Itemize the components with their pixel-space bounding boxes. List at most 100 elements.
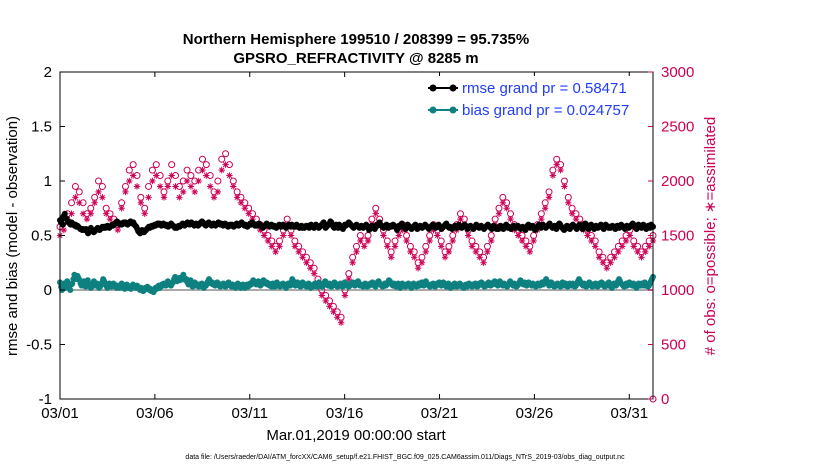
obs-assimilated-marker: [222, 161, 229, 168]
obs-assimilated-marker: [203, 172, 210, 179]
obs-assimilated-marker: [592, 243, 599, 250]
obs-assimilated-marker: [122, 188, 129, 196]
obs-assimilated-marker: [318, 292, 326, 299]
y-left-tick-label: 2: [44, 64, 52, 81]
bias-point: [67, 287, 74, 293]
y-axis-left-label: rmse and bias (model - observation): [4, 116, 21, 356]
x-tick-label: 03/16: [326, 405, 364, 422]
obs-assimilated-marker: [403, 237, 410, 245]
legend-rmse-marker: [429, 84, 437, 92]
obs-assimilated-marker: [99, 194, 106, 201]
obs-assimilated-marker: [206, 183, 214, 190]
obs-possible-marker: [218, 155, 226, 163]
obs-assimilated-marker: [191, 188, 198, 196]
obs-possible-marker: [98, 182, 106, 190]
rmse-point: [59, 221, 66, 228]
chart-title-line2: GPSRO_REFRACTIVITY @ 8285 m: [233, 50, 478, 67]
obs-assimilated-marker: [272, 248, 279, 256]
obs-assimilated-marker: [176, 194, 183, 201]
y-right-tick-label: 3000: [661, 64, 694, 81]
obs-assimilated-marker: [364, 237, 372, 245]
obs-assimilated-marker: [310, 270, 318, 277]
obs-assimilated-marker: [557, 166, 564, 174]
obs-assimilated-marker: [457, 215, 464, 223]
obs-assimilated-marker: [60, 226, 68, 234]
obs-assimilated-marker: [518, 237, 526, 245]
obs-assimilated-marker: [187, 183, 195, 190]
obs-assimilated-marker: [468, 243, 476, 250]
obs-assimilated-marker: [603, 265, 610, 272]
obs-assimilated-marker: [472, 248, 480, 256]
obs-assimilated-marker: [595, 254, 603, 261]
obs-assimilated-marker: [538, 215, 545, 223]
obs-assimilated-marker: [572, 215, 580, 223]
legend-rmse-label: rmse grand pr = 0.58471: [462, 80, 627, 97]
obs-assimilated-marker: [599, 259, 607, 266]
data-file-footnote: data file: /Users/raeder/DAI/ATM_forcXX/…: [185, 454, 625, 461]
obs-assimilated-marker: [226, 172, 233, 179]
legend-bias-marker: [449, 106, 457, 114]
obs-assimilated-marker: [545, 194, 553, 201]
y-right-tick-label: 0: [661, 391, 669, 408]
obs-assimilated-marker: [230, 183, 237, 190]
obs-assimilated-marker: [499, 199, 507, 206]
obs-assimilated-marker: [280, 232, 287, 239]
obs-assimilated-marker: [464, 232, 472, 239]
obs-assimilated-marker: [149, 177, 156, 185]
y-left-tick-label: 1: [44, 173, 52, 190]
legend-rmse-marker: [449, 84, 457, 92]
obs-assimilated-marker: [330, 308, 337, 315]
obs-assimilated-marker: [387, 254, 395, 261]
obs-assimilated-marker: [526, 248, 533, 256]
obs-assimilated-marker: [391, 243, 399, 250]
obs-assimilated-marker: [434, 232, 441, 239]
y-axis-right-label: # of obs: o=possible; ∗=assimilated: [702, 117, 719, 356]
obs-assimilated-marker: [183, 177, 191, 185]
obs-assimilated-marker: [114, 226, 121, 234]
obs-assimilated-marker: [141, 210, 148, 217]
obs-assimilated-marker: [291, 243, 299, 250]
obs-assimilated-marker: [438, 243, 445, 250]
y-right-tick-label: 2500: [661, 119, 694, 136]
obs-assimilated-marker: [172, 183, 179, 190]
obs-assimilated-marker: [615, 248, 622, 256]
y-right-tick-label: 1500: [661, 228, 694, 245]
y-left-tick-label: 0.5: [31, 228, 52, 245]
obs-assimilated-marker: [129, 172, 137, 179]
obs-assimilated-marker: [160, 194, 168, 201]
obs-assimilated-marker: [507, 215, 514, 223]
obs-possible-marker: [75, 188, 83, 196]
obs-assimilated-marker: [441, 254, 449, 261]
obs-assimilated-marker: [549, 172, 557, 179]
obs-possible-marker: [183, 166, 191, 174]
obs-assimilated-marker: [414, 265, 422, 272]
obs-assimilated-marker: [199, 166, 206, 174]
obs-assimilated-marker: [407, 248, 414, 256]
obs-assimilated-marker: [299, 254, 306, 261]
obs-assimilated-marker: [233, 194, 241, 201]
obs-assimilated-marker: [541, 205, 549, 212]
obs-assimilated-marker: [422, 248, 430, 256]
obs-possible-marker: [222, 150, 230, 158]
obs-assimilated-marker: [210, 194, 218, 201]
chart-title-line1: Northern Hemisphere 199510 / 208399 = 95…: [183, 31, 529, 48]
y-right-tick-label: 500: [661, 337, 686, 354]
obs-possible-marker: [71, 182, 79, 190]
obs-assimilated-marker: [260, 232, 268, 239]
obs-assimilated-marker: [395, 232, 403, 239]
obs-assimilated-marker: [553, 161, 560, 168]
obs-assimilated-marker: [137, 199, 145, 206]
obs-assimilated-marker: [357, 237, 364, 245]
obs-assimilated-marker: [245, 210, 252, 217]
legend: rmse grand pr = 0.58471 bias grand pr = …: [424, 76, 646, 122]
legend-box: [424, 76, 646, 122]
y-left-tick-label: 1.5: [31, 119, 52, 136]
obs-assimilated-marker: [287, 232, 295, 239]
bias-series: [57, 271, 656, 296]
obs-assimilated-marker: [584, 232, 591, 239]
legend-bias-label: bias grand pr = 0.024757: [462, 102, 629, 119]
y-axis-left-ticks: -1 -0.5 0 0.5 1 1.5 2: [26, 64, 65, 408]
x-axis-ticks: 03/01 03/06 03/11 03/16 03/21 03/26 03/31: [41, 72, 648, 422]
obs-assimilated-marker: [276, 243, 283, 250]
